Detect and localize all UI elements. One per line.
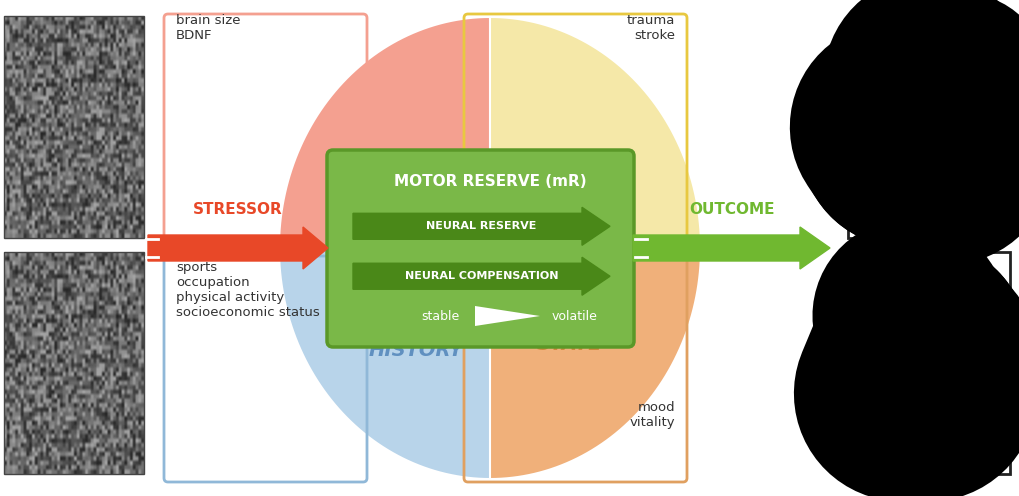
- FancyBboxPatch shape: [327, 150, 634, 347]
- Circle shape: [934, 386, 946, 397]
- Text: stable: stable: [421, 310, 460, 322]
- Text: CURRENT
STATE: CURRENT STATE: [518, 312, 621, 354]
- Text: NEURAL COMPENSATION: NEURAL COMPENSATION: [405, 271, 557, 281]
- FancyBboxPatch shape: [847, 16, 1009, 238]
- Text: PREVIOUS
DAMAGE: PREVIOUS DAMAGE: [522, 152, 634, 192]
- Text: NEURAL RESERVE: NEURAL RESERVE: [426, 221, 536, 231]
- Polygon shape: [489, 248, 699, 478]
- Bar: [4, 16, 144, 238]
- Ellipse shape: [920, 53, 944, 80]
- FancyBboxPatch shape: [847, 252, 1009, 474]
- Text: trauma
stroke: trauma stroke: [626, 14, 675, 42]
- Text: OUTCOME: OUTCOME: [688, 202, 773, 218]
- Polygon shape: [475, 306, 539, 326]
- Polygon shape: [489, 18, 699, 248]
- Text: GENETICS: GENETICS: [347, 170, 454, 188]
- Bar: [4, 252, 144, 474]
- Ellipse shape: [901, 290, 922, 315]
- Text: MOTOR RESERVE (mR): MOTOR RESERVE (mR): [393, 174, 586, 189]
- FancyArrow shape: [148, 227, 328, 269]
- Polygon shape: [280, 248, 489, 478]
- Text: brain size
BDNF: brain size BDNF: [176, 14, 240, 42]
- FancyArrow shape: [353, 207, 609, 246]
- Text: mood
vitality: mood vitality: [629, 401, 675, 429]
- FancyArrow shape: [353, 257, 609, 295]
- FancyArrow shape: [633, 227, 829, 269]
- Text: STRESSOR: STRESSOR: [193, 202, 282, 218]
- Text: sports
occupation
physical activity
socioeconomic status: sports occupation physical activity soci…: [176, 261, 319, 319]
- Polygon shape: [280, 18, 489, 248]
- Text: volatile: volatile: [551, 310, 597, 322]
- Text: PERSONAL
HISTORY: PERSONAL HISTORY: [358, 319, 475, 361]
- Circle shape: [967, 386, 978, 397]
